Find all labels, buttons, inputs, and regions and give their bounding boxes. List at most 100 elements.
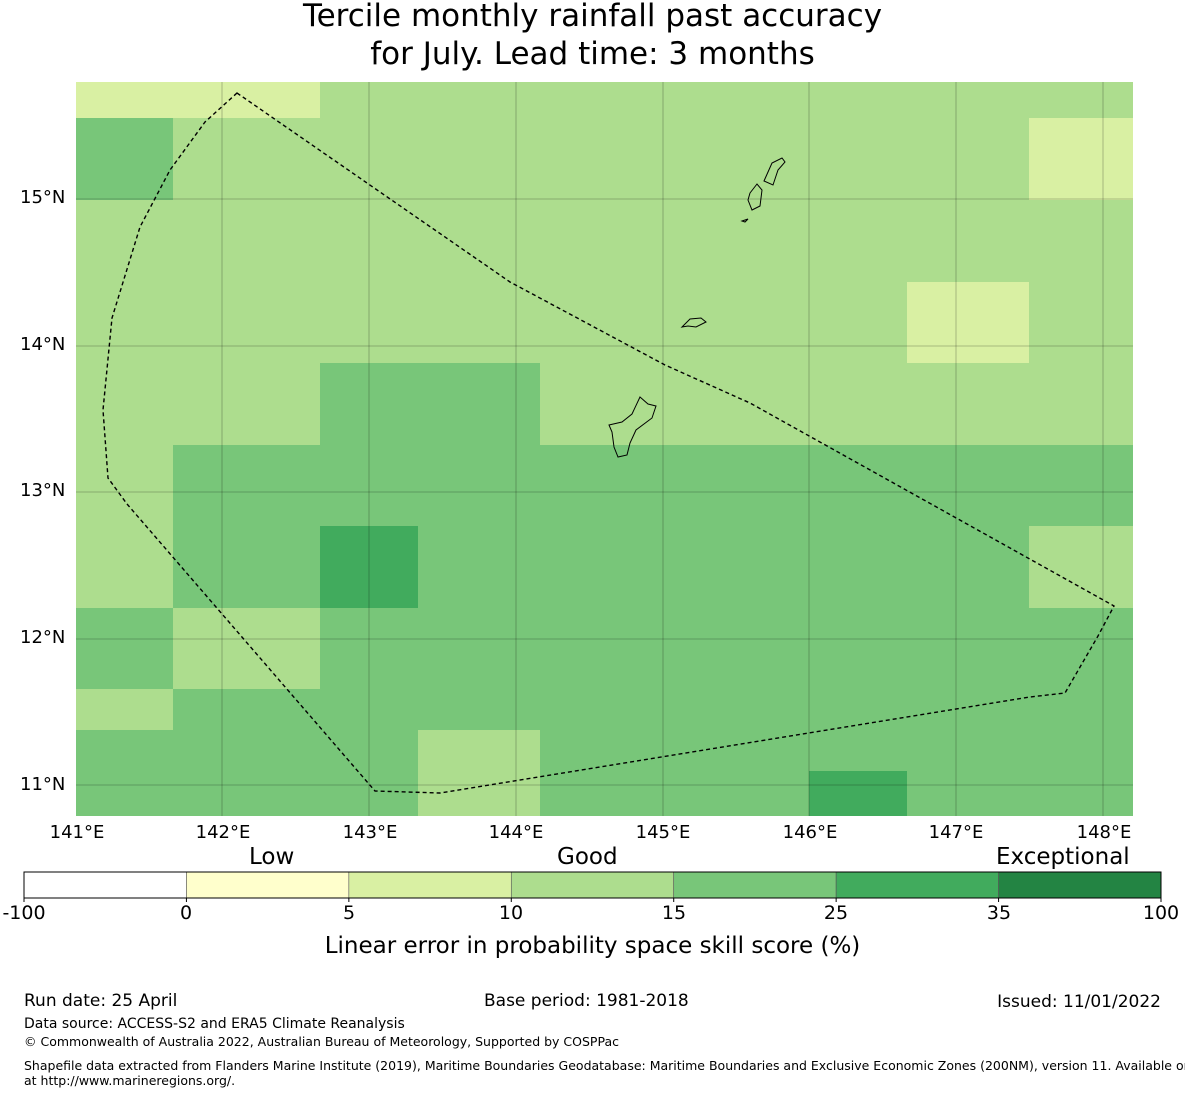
grid-cell bbox=[907, 526, 1029, 608]
grid-cell bbox=[76, 730, 173, 771]
grid-cell bbox=[907, 82, 1029, 118]
lon-label: 148°E bbox=[1076, 822, 1132, 843]
grid-cell bbox=[540, 608, 663, 689]
grid-cell bbox=[809, 118, 907, 200]
island-rota bbox=[680, 317, 707, 328]
grid-cell bbox=[809, 82, 907, 118]
category-exceptional: Exceptional bbox=[996, 844, 1130, 870]
grid-cell bbox=[418, 689, 540, 730]
grid-cell bbox=[663, 82, 809, 118]
grid-cell bbox=[222, 363, 320, 445]
grid-cell bbox=[907, 200, 1029, 282]
island-aguijan bbox=[740, 218, 749, 223]
colorbar-tick: 25 bbox=[823, 902, 849, 924]
grid-cell bbox=[1029, 118, 1133, 200]
colorbar-segment bbox=[835, 871, 999, 899]
grid-cell bbox=[173, 689, 222, 730]
grid-cell bbox=[320, 771, 418, 816]
colorbar-tick: 10 bbox=[498, 902, 524, 924]
grid-cell bbox=[540, 689, 663, 730]
grid-cell bbox=[809, 282, 907, 363]
lon-label: 144°E bbox=[488, 822, 544, 843]
grid-cell bbox=[540, 771, 663, 816]
grid-cell bbox=[320, 608, 418, 689]
lon-label: 141°E bbox=[49, 822, 105, 843]
grid-cell bbox=[663, 445, 809, 526]
grid-cell bbox=[540, 363, 663, 445]
grid-cell bbox=[76, 363, 173, 445]
shapefile-credit-line-1: Shapefile data extracted from Flanders M… bbox=[24, 1058, 1185, 1073]
grid-cell bbox=[173, 363, 222, 445]
grid-cell bbox=[418, 200, 540, 282]
grid-cell bbox=[76, 771, 173, 816]
grid-cell bbox=[663, 282, 809, 363]
skill-grid bbox=[76, 82, 1133, 816]
grid-cell bbox=[418, 730, 540, 771]
grid-cell bbox=[418, 363, 540, 445]
grid-cell bbox=[418, 608, 540, 689]
grid-cell bbox=[173, 526, 222, 608]
grid-cell bbox=[222, 689, 320, 730]
grid-cell bbox=[418, 445, 540, 526]
grid-cell bbox=[320, 118, 418, 200]
grid-cell bbox=[809, 363, 907, 445]
colorbar-segment bbox=[998, 871, 1162, 899]
grid-cell bbox=[222, 526, 320, 608]
island-tinian bbox=[747, 183, 763, 211]
island-saipan bbox=[763, 157, 786, 186]
colorbar-tick: -100 bbox=[2, 902, 46, 924]
colorbar-segment bbox=[348, 871, 512, 899]
grid-cell bbox=[418, 82, 540, 118]
grid-cell bbox=[1029, 282, 1133, 363]
grid-cell bbox=[76, 689, 173, 730]
colorbar-tick: 100 bbox=[1142, 902, 1180, 924]
lat-label: 15°N bbox=[20, 187, 66, 208]
grid-cell bbox=[907, 118, 1029, 200]
data-source: Data source: ACCESS-S2 and ERA5 Climate … bbox=[24, 1016, 405, 1032]
lat-label: 11°N bbox=[20, 774, 66, 795]
category-low: Low bbox=[249, 844, 295, 870]
lon-label: 146°E bbox=[782, 822, 838, 843]
colorbar-tick: 15 bbox=[661, 902, 687, 924]
colorbar-tick: 35 bbox=[986, 902, 1012, 924]
grid-cell bbox=[809, 771, 907, 816]
grid-cell bbox=[1029, 200, 1133, 282]
grid-cell bbox=[320, 200, 418, 282]
grid-cell bbox=[76, 282, 173, 363]
colorbar-segment bbox=[23, 871, 187, 899]
lon-label: 145°E bbox=[635, 822, 691, 843]
lat-label: 12°N bbox=[20, 627, 66, 648]
grid-cell bbox=[663, 771, 809, 816]
grid-cell bbox=[540, 730, 663, 771]
grid-cell bbox=[907, 363, 1029, 445]
grid-cell bbox=[907, 771, 1029, 816]
grid-cell bbox=[173, 200, 222, 282]
grid-cell bbox=[1029, 526, 1133, 608]
grid-cell bbox=[418, 282, 540, 363]
grid-cell bbox=[907, 608, 1029, 689]
grid-cell bbox=[540, 526, 663, 608]
grid-cell bbox=[76, 118, 173, 200]
grid-cell bbox=[76, 82, 173, 118]
run-date: Run date: 25 April bbox=[24, 991, 178, 1011]
grid-cell bbox=[809, 730, 907, 771]
issued-date: Issued: 11/01/2022 bbox=[997, 992, 1161, 1012]
lon-label: 143°E bbox=[342, 822, 398, 843]
grid-cell bbox=[222, 771, 320, 816]
grid-cell bbox=[809, 200, 907, 282]
grid-cell bbox=[320, 282, 418, 363]
colorbar-segment bbox=[673, 871, 837, 899]
grid-cell bbox=[1029, 608, 1133, 689]
grid-cell bbox=[663, 200, 809, 282]
copyright: © Commonwealth of Australia 2022, Austra… bbox=[24, 1034, 619, 1049]
grid-cell bbox=[540, 118, 663, 200]
grid-cell bbox=[907, 445, 1029, 526]
grid-cell bbox=[173, 730, 222, 771]
colorbar-segment bbox=[186, 871, 350, 899]
grid-cell bbox=[663, 608, 809, 689]
grid-cell bbox=[222, 118, 320, 200]
colorbar-title: Linear error in probability space skill … bbox=[324, 933, 861, 959]
grid-cell bbox=[418, 526, 540, 608]
grid-cell bbox=[809, 526, 907, 608]
